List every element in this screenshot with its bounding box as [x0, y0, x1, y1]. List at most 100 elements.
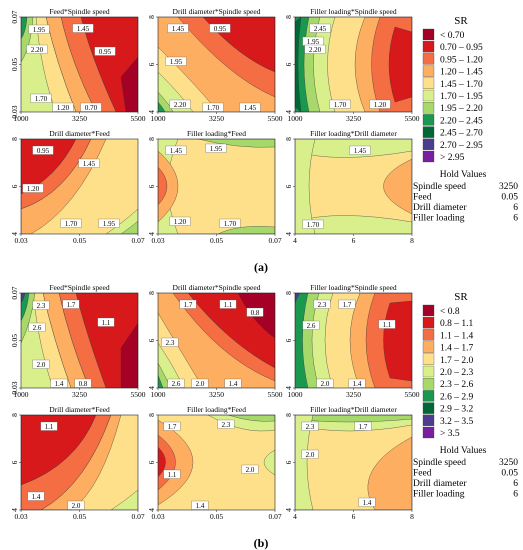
y-tick-label: 8 — [147, 291, 156, 295]
contour-value-label: 1.95 — [205, 143, 227, 153]
contour-label-box — [165, 145, 187, 155]
contour-label-text: 1.4 — [32, 493, 41, 501]
contour-band — [227, 415, 275, 422]
hold-value-name: Drill diameter — [413, 203, 467, 213]
contour-label-box — [302, 219, 324, 229]
hold-value-number: 0.05 — [501, 469, 518, 479]
contour-label-text: 1.70 — [65, 220, 78, 228]
contour-value-label: 1.45 — [167, 23, 189, 33]
contour-label-text: 1.1 — [224, 301, 233, 309]
contour-panel: Feed*Spindle speed 1000 3250 5500 0.07 0.05 0.… — [10, 7, 146, 123]
contour-value-label: 2.0 — [67, 500, 85, 510]
contour-value-label: 1.4 — [191, 500, 209, 510]
contour-label-box — [167, 23, 189, 33]
legend-label: < 0.70 — [440, 31, 465, 41]
contour-value-label: 0.8 — [246, 307, 264, 317]
contour-value-label: 2.0 — [241, 464, 259, 474]
y-tick-label: 6 — [284, 62, 293, 66]
contour-value-label: 1.4 — [27, 491, 45, 501]
legend-swatch — [422, 402, 435, 414]
contour-label-text: 0.95 — [99, 48, 112, 56]
legend-label: 2.9 – 3.2 — [440, 405, 474, 415]
contour-panel: Filler loading*Drill diameter 4 6 8 8 6 4 2.3 1.… — [284, 405, 414, 521]
y-tick-label: 6 — [10, 184, 19, 188]
legend-swatch — [422, 341, 435, 353]
contour-panel: Filler loading*Feed 0.03 0.05 0.07 8 6 4 1.45 1.… — [147, 129, 282, 245]
contour-label-text: 1.7 — [343, 301, 352, 309]
hold-value-name: Spindle speed — [413, 458, 466, 468]
contour-label-box — [309, 23, 331, 33]
panel-title: Filler loading*Spindle speed — [310, 7, 396, 16]
contour-label-box — [224, 378, 242, 388]
contour-label-box — [52, 102, 74, 112]
legend-swatch — [422, 65, 435, 77]
x-tick-label: 5500 — [268, 390, 283, 399]
contour-label-box — [202, 102, 224, 112]
contour-label-text: 1.45 — [83, 160, 96, 168]
hold-value-number: 6 — [513, 214, 518, 224]
contour-value-label: 1.45 — [78, 158, 100, 168]
contour-label-text: 1.45 — [172, 25, 185, 33]
contour-value-label: 1.45 — [72, 23, 94, 33]
contour-label-text: 2.0 — [246, 466, 255, 474]
contour-label-box — [165, 56, 187, 66]
contour-label-box — [161, 337, 179, 347]
x-tick-label: 8 — [410, 512, 414, 521]
contour-label-box — [302, 320, 320, 330]
x-tick-label: 0.05 — [210, 512, 223, 521]
contour-label-text: 2.6 — [307, 322, 316, 330]
hold-value-number: 0.05 — [501, 193, 518, 203]
legend-swatch — [422, 329, 435, 341]
contour-band — [120, 322, 138, 388]
contour-label-text: 0.95 — [214, 25, 227, 33]
hold-value-number: 6 — [513, 479, 518, 489]
y-tick-label: 6 — [147, 62, 156, 66]
panel-title: Drill diameter*Spindle speed — [173, 283, 261, 292]
contour-label-box — [179, 299, 197, 309]
x-tick-label: 4 — [293, 512, 297, 521]
hold-value-number: 6 — [513, 490, 518, 500]
contour-value-label: 1.45 — [165, 145, 187, 155]
contour-label-box — [163, 469, 181, 479]
contour-label-text: 1.45 — [77, 25, 90, 33]
y-tick-label: 4 — [147, 232, 156, 236]
panel-title: Filler loading*Spindle speed — [310, 283, 396, 292]
x-tick-label: 0.03 — [14, 512, 27, 521]
legend-swatch — [422, 317, 435, 329]
contour-label-text: 1.1 — [168, 471, 177, 479]
contour-label-text: 1.1 — [102, 319, 111, 327]
legend-label: < 0.8 — [440, 307, 460, 317]
contour-label-box — [163, 421, 181, 431]
x-tick-label: 3250 — [209, 114, 224, 123]
panel-title: Filler loading*Drill diameter — [310, 129, 397, 138]
panel-title: Feed*Spindle speed — [49, 7, 109, 16]
contour-label-box — [209, 23, 231, 33]
x-tick-label: 1000 — [288, 114, 303, 123]
panel-title: Filler loading*Drill diameter — [310, 405, 397, 414]
contour-label-box — [97, 317, 115, 327]
contour-value-label: 1.1 — [97, 317, 115, 327]
contour-label-text: 1.70 — [224, 220, 237, 228]
y-tick-label: 0.05 — [10, 58, 19, 71]
legend-swatch — [422, 353, 435, 365]
y-tick-label: 8 — [284, 291, 293, 295]
x-tick-label: 5500 — [131, 114, 146, 123]
contour-label-box — [30, 93, 52, 103]
legend-label: 1.70 – 1.95 — [440, 92, 483, 102]
contour-value-label: 1.70 — [219, 218, 241, 228]
legend-label: 0.8 – 1.1 — [440, 319, 474, 329]
panel-title: Drill diameter*Feed — [49, 405, 110, 414]
contour-value-label: 1.4 — [348, 378, 366, 388]
contour-label-text: 0.8 — [251, 309, 260, 317]
contour-fill — [295, 17, 412, 112]
contour-label-text: 1.70 — [307, 221, 320, 229]
legend-swatch — [422, 89, 435, 102]
x-tick-label: 3250 — [72, 390, 87, 399]
contour-value-label: 1.20 — [369, 99, 391, 109]
contour-label-box — [219, 299, 237, 309]
legend-swatch — [422, 390, 435, 402]
contour-fill — [295, 293, 412, 388]
hold-values: Hold Values Spindle speed 3250 Feed 0.05 Dril… — [413, 446, 518, 500]
contour-label-box — [217, 419, 235, 429]
x-tick-label: 3250 — [72, 114, 87, 123]
